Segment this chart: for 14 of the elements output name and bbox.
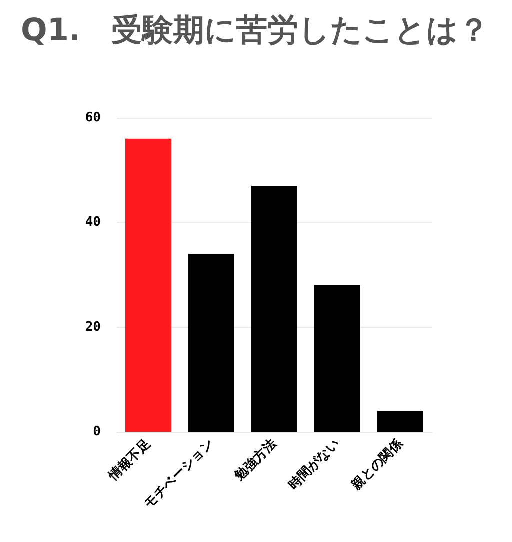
x-tick-label: 時間がない (286, 436, 343, 494)
y-tick-label: 20 (85, 320, 102, 335)
x-tick-label: 勉強方法 (231, 436, 280, 485)
bar (252, 186, 298, 432)
y-tick-label: 0 (93, 424, 102, 440)
bar (314, 285, 360, 432)
y-tick-label: 60 (85, 110, 102, 126)
x-tick-label: 情報不足 (106, 436, 154, 485)
bar (378, 411, 424, 432)
bar (188, 254, 234, 432)
chart-title: Q1. 受験期に苦労したことは？ (21, 12, 490, 48)
bar (126, 138, 172, 432)
x-tick-label: 親との関係 (348, 435, 407, 494)
y-tick-label: 40 (85, 215, 102, 230)
